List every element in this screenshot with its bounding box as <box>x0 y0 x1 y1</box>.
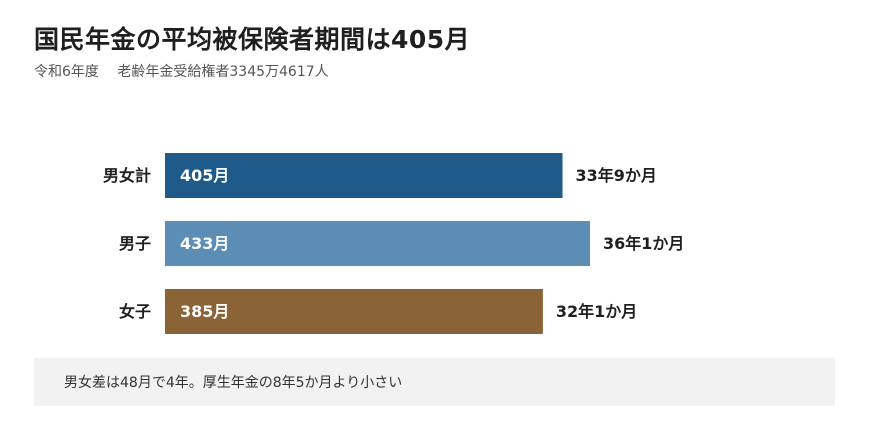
bar-end-label: 32年1か月 <box>556 302 637 321</box>
chart-subtitle: 令和6年度 老齢年金受給権者3345万4617人 <box>34 61 329 81</box>
bar <box>165 221 590 266</box>
subtitle-recipients: 老齢年金受給権者3345万4617人 <box>117 64 329 80</box>
category-label: 女子 <box>119 302 151 321</box>
subtitle-year: 令和6年度 <box>34 64 99 80</box>
bar-end-label: 33年9か月 <box>576 166 657 185</box>
category-label: 男女計 <box>103 166 151 185</box>
bar-value-label: 433月 <box>180 234 229 253</box>
bar <box>165 289 543 334</box>
bar-value-label: 405月 <box>180 166 229 185</box>
category-label: 男子 <box>119 234 151 253</box>
chart-title: 国民年金の平均被保険者期間は405月 <box>34 25 471 54</box>
bar-end-label: 36年1か月 <box>603 234 684 253</box>
bar <box>165 153 563 198</box>
chart-note: 男女差は48月で4年。厚生年金の8年5か月より小さい <box>34 358 835 406</box>
bar-value-label: 385月 <box>180 302 229 321</box>
